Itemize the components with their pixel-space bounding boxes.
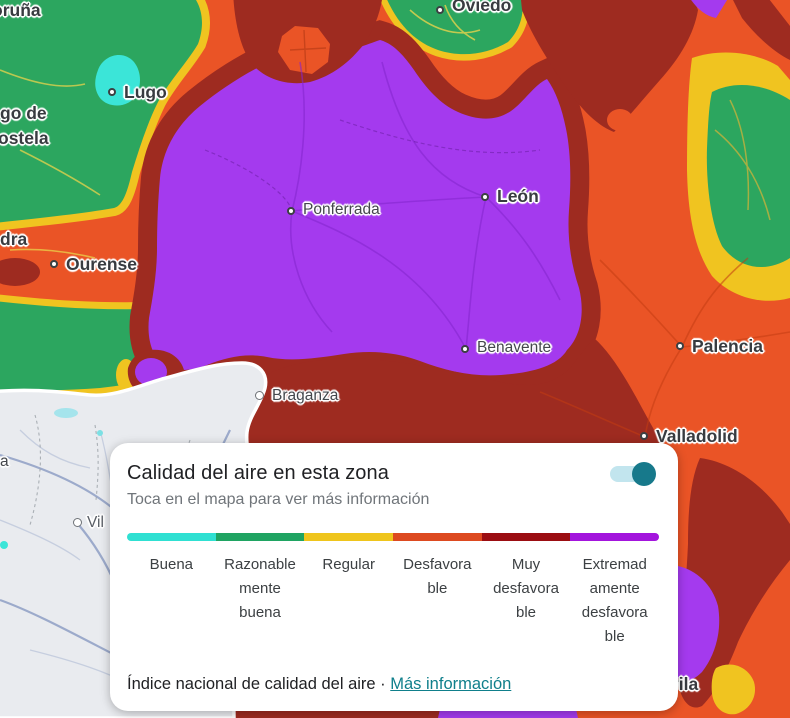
map-region-darkred-ourense	[0, 258, 40, 286]
city-dot	[287, 207, 295, 215]
map-region-purple-central	[129, 20, 601, 395]
card-subtitle: Toca en el mapa para ver más información	[127, 491, 430, 508]
city-dot	[436, 6, 444, 14]
toggle-knob	[632, 461, 656, 486]
map-label-ourense[interactable]: Ourense	[66, 254, 137, 274]
card-header: Calidad del aire en esta zona	[110, 443, 678, 486]
map-label-leon[interactable]: León	[497, 186, 539, 206]
legend-label-regular: Regular	[322, 556, 375, 573]
city-dot	[676, 342, 684, 350]
map-region-darkred-top	[233, 0, 790, 132]
map-label-oviedo[interactable]: Oviedo	[452, 0, 512, 15]
air-quality-toggle[interactable]	[610, 461, 656, 486]
city-dot	[108, 88, 116, 96]
scale-segment-razonablemente-buena	[215, 533, 305, 541]
map-region-cyan-lugo	[95, 55, 140, 106]
scale-segment-regular	[304, 533, 394, 541]
air-quality-card: Calidad del aire en esta zona Toca en el…	[110, 443, 678, 711]
map-label-benavente[interactable]: Benavente	[477, 339, 552, 356]
city-dot	[461, 345, 469, 353]
card-title: Calidad del aire en esta zona	[127, 462, 389, 484]
legend-label-desfavorable: Desfavora ble	[403, 556, 472, 597]
scale-segment-extremadamente-desfavorable	[570, 533, 659, 541]
footer-source-text: Índice nacional de calidad del aire ·	[127, 675, 391, 693]
legend-label-buena: Buena	[149, 556, 194, 573]
card-footer: Índice nacional de calidad del aire · Má…	[127, 675, 511, 694]
town-ring	[73, 518, 82, 527]
city-dot	[50, 260, 58, 268]
legend-label-extremadamente-desfavorable: Extremad amente desfavora ble	[581, 556, 648, 645]
map-region-green-oviedo	[380, 0, 530, 61]
map-region-yellow-east	[687, 52, 790, 301]
map-roads-orange	[539, 257, 790, 438]
map-region-bottomright	[676, 458, 790, 715]
legend-label-muy-desfavorable: Muy desfavora ble	[493, 556, 559, 621]
legend-label-razonablemente-buena: Razonable mente buena	[224, 556, 296, 621]
scale-segment-desfavorable	[393, 533, 482, 541]
map-label-vilareal-partial[interactable]: Vil	[87, 514, 104, 531]
map-label-lugo[interactable]: Lugo	[124, 82, 167, 102]
town-ring	[255, 391, 264, 400]
map-label-santiago-partial-line1[interactable]: go de	[0, 103, 47, 123]
more-info-link[interactable]: Más información	[390, 675, 512, 693]
map-label-santiago-partial-line2[interactable]: ostela	[0, 128, 49, 148]
map-label-pontevedra-partial[interactable]: dra	[0, 229, 28, 249]
aqi-legend-labels: Buena Razonable mente buena Regular Desf…	[127, 553, 659, 649]
map-label-valladolid[interactable]: Valladolid	[656, 426, 738, 446]
city-dot	[640, 432, 648, 440]
map-label-ponferrada[interactable]: Ponferrada	[303, 201, 380, 218]
map-label-braganza[interactable]: Braganza	[272, 387, 339, 404]
city-dot	[481, 193, 489, 201]
map-label-palencia[interactable]: Palencia	[692, 336, 764, 356]
aqi-color-scale	[127, 533, 659, 541]
map-label-left-partial[interactable]: a	[0, 453, 9, 470]
scale-segment-buena	[127, 533, 216, 541]
scale-segment-muy-desfavorable	[481, 533, 571, 541]
